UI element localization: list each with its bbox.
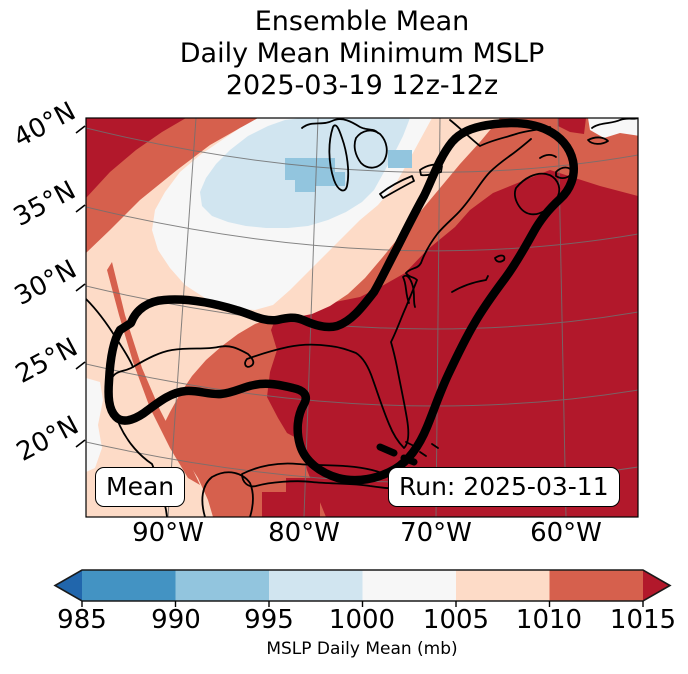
region-1000-1005-ne-patch: [588, 118, 638, 138]
mean-contour-overlay: [104, 118, 578, 485]
region-990-995-b: [388, 150, 412, 168]
lake-erie: [379, 175, 415, 199]
mean-contour-path: [104, 118, 578, 485]
coast-cape-cod: [494, 254, 506, 263]
lon-label-70w: 70°W: [400, 518, 472, 548]
coast-anticosti: [587, 136, 609, 145]
region-over-1015-ne-sliver: [558, 118, 586, 134]
mean-contour-fragments: [376, 443, 418, 466]
coast-bahamas: [405, 441, 439, 457]
cb-label-1000: 1000: [328, 605, 396, 635]
cb-label-1015: 1015: [609, 605, 677, 635]
parallel-35n: [86, 206, 638, 252]
cb-label-985: 985: [57, 605, 107, 635]
lon-label-60w: 60°W: [530, 518, 602, 548]
mean-annotation-box: Mean: [95, 467, 186, 507]
figure-title: Ensemble Mean Daily Mean Minimum MSLP 20…: [86, 6, 638, 102]
mslp-filled-field: [86, 118, 638, 517]
colorbar-tick-marks: [81, 601, 644, 607]
colorbar-extend-under: [55, 570, 82, 601]
region-over-1015-spot-b: [286, 478, 320, 517]
cb-label-995: 995: [244, 605, 294, 635]
lat-tick-marks: [75, 125, 86, 448]
coast-pei: [539, 153, 557, 159]
meridian-70w: [435, 118, 441, 517]
cb-label-1005: 1005: [422, 605, 490, 635]
parallel-25n: [86, 363, 638, 407]
parallel-40n: [86, 127, 638, 173]
colorbar-extend-over: [643, 570, 670, 601]
lake-michigan: [328, 124, 350, 192]
title-line-3: 2025-03-19 12z-12z: [225, 70, 499, 101]
coast-yucatan: [201, 471, 254, 517]
title-line-1: Ensemble Mean: [254, 6, 470, 37]
coast-long-island: [451, 275, 489, 293]
region-over-1015-nw-corner: [86, 118, 186, 198]
map-canvas: [75, 117, 639, 518]
colorbar-canvas: [53, 569, 672, 607]
coast-gulf-st-lawrence: [591, 118, 638, 129]
run-annotation-box: Run: 2025-03-11: [388, 467, 620, 507]
lon-label-90w: 90°W: [132, 518, 204, 548]
lake-huron: [353, 129, 388, 169]
lake-ontario: [419, 163, 443, 177]
map-frame: [85, 117, 639, 518]
cb-label-990: 990: [151, 605, 201, 635]
colorbar-segments: [55, 570, 670, 601]
coast-chesapeake-detail: [402, 274, 416, 308]
colorbar-axis-label: MSLP Daily Mean (mb): [266, 639, 458, 659]
cb-label-1010: 1010: [515, 605, 583, 635]
region-1010-1015-wedge: [107, 262, 200, 485]
lon-label-80w: 80°W: [268, 518, 340, 548]
region-1000-1005-west-patch: [86, 378, 103, 472]
coast-gulf-north-florida-eastcoast: [132, 138, 532, 449]
title-line-2: Daily Mean Minimum MSLP: [179, 38, 545, 69]
mean-annotation-label: Mean: [106, 472, 175, 501]
run-annotation-label: Run: 2025-03-11: [399, 472, 609, 501]
meridian-90w: [167, 118, 197, 517]
